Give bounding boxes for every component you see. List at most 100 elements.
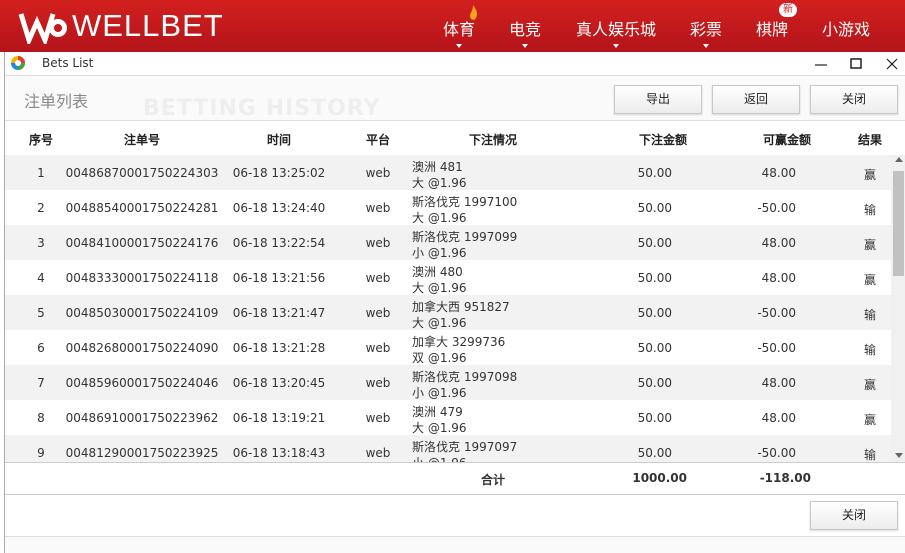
table-cell: web <box>365 411 391 425</box>
header-button[interactable]: 返回 <box>712 85 800 114</box>
table-cell: 2 <box>37 201 45 215</box>
table-cell: 50.00 <box>637 201 672 215</box>
bet-detail: 大 @1.96 <box>412 281 467 295</box>
table-cell: 赢 <box>863 238 877 252</box>
table-cell: 48.00 <box>761 376 796 390</box>
table-cell: 1 <box>37 166 45 180</box>
table-row: 8 00486910001750223962 06-18 13:19:21 web 澳洲… <box>5 400 891 435</box>
table-cell: 50.00 <box>637 236 672 250</box>
table-row: 6 00482680001750224090 06-18 13:21:28 web 加拿… <box>5 330 891 365</box>
table-cell: 输 <box>863 308 877 322</box>
nav-caret <box>703 44 709 48</box>
table-cell: 50.00 <box>637 411 672 425</box>
table-cell: 50.00 <box>637 271 672 285</box>
bet-detail: 澳洲 480 <box>412 265 463 279</box>
table-row: 5 00485030001750224109 06-18 13:21:47 web 加拿… <box>5 295 891 330</box>
table-cell: 7 <box>37 376 45 390</box>
table-cell: 00486910001750223962 <box>65 411 219 425</box>
bet-detail: 加拿大 3299736 <box>412 335 506 349</box>
footer-bar <box>5 536 905 553</box>
total-amount: 1000.00 <box>632 471 687 485</box>
nav-item[interactable]: 棋牌 <box>755 20 789 39</box>
table-cell: web <box>365 201 391 215</box>
nav-item[interactable]: 体育 <box>442 20 476 39</box>
table-cell: 输 <box>863 448 877 462</box>
table-cell: web <box>365 341 391 355</box>
window-controls[interactable] <box>805 56 905 72</box>
table-cell: 9 <box>37 446 45 460</box>
logo-text[interactable]: WELLBET <box>72 8 224 43</box>
table-row: 9 00481290001750223925 06-18 13:18:43 web 斯洛… <box>5 435 891 462</box>
table-cell: 06-18 13:18:43 <box>232 446 326 460</box>
table-row: 7 00485960001750224046 06-18 13:20:45 web 斯洛… <box>5 365 891 400</box>
table-cell: 50.00 <box>637 306 672 320</box>
nav-caret <box>456 44 462 48</box>
table-cell: 赢 <box>863 378 877 392</box>
bet-detail: 斯洛伐克 1997097 <box>412 440 518 454</box>
total-label: 合计 <box>480 473 506 487</box>
table-cell: -50.00 <box>757 341 796 355</box>
nav-caret <box>613 44 619 48</box>
table-cell: 06-18 13:25:02 <box>232 166 326 180</box>
table-cell: 输 <box>863 203 877 217</box>
table-cell: 50.00 <box>637 376 672 390</box>
column-header: 下注金额 <box>638 133 687 147</box>
table-cell: web <box>365 376 391 390</box>
scrollbar[interactable] <box>891 155 905 462</box>
scroll-down[interactable] <box>895 453 903 458</box>
scroll-thumb[interactable] <box>893 171 904 276</box>
table-cell: -50.00 <box>757 446 796 460</box>
bet-detail: 大 @1.96 <box>412 211 467 225</box>
header-button[interactable]: 导出 <box>614 85 702 114</box>
table-cell: 00483330001750224118 <box>65 271 219 285</box>
table-cell: 00484100001750224176 <box>65 236 219 250</box>
nav-item[interactable]: 真人娱乐城 <box>575 20 657 39</box>
table-cell: -50.00 <box>757 306 796 320</box>
watermark: BETTING HISTORY <box>143 96 381 121</box>
bet-detail: 加拿大西 951827 <box>412 300 510 314</box>
column-header: 结果 <box>857 133 883 147</box>
table-cell: -50.00 <box>757 201 796 215</box>
table-cell: 48.00 <box>761 411 796 425</box>
title-bar: Bets List <box>5 52 905 76</box>
scroll-up[interactable] <box>895 157 903 162</box>
nav-item[interactable]: 小游戏 <box>821 20 871 39</box>
table-cell: web <box>365 166 391 180</box>
column-header: 注单号 <box>123 133 161 147</box>
total-win: -118.00 <box>759 471 811 485</box>
footer-button[interactable]: 关闭 <box>810 501 898 530</box>
table-row: 4 00483330001750224118 06-18 13:21:56 web 澳洲… <box>5 260 891 295</box>
bet-detail: 小 @1.96 <box>412 386 467 400</box>
table-row: 1 00486870001750224303 06-18 13:25:02 web 澳洲… <box>5 155 891 190</box>
logo-icon <box>18 13 67 44</box>
table-cell: 48.00 <box>761 236 796 250</box>
new-badge: 新 <box>779 3 797 17</box>
top-nav: WELLBET 新 体育 电竞 真人娱乐城 彩票 棋牌 小游戏 <box>0 0 905 52</box>
bet-detail: 斯洛伐克 1997098 <box>412 370 518 384</box>
table-cell: 输 <box>863 343 877 357</box>
nav-item[interactable]: 彩票 <box>689 20 723 39</box>
table-cell: 8 <box>37 411 45 425</box>
table-cell: 5 <box>37 306 45 320</box>
table-cell: 06-18 13:20:45 <box>232 376 326 390</box>
bet-detail: 斯洛伐克 1997099 <box>412 230 518 244</box>
table-cell: 06-18 13:21:28 <box>232 341 326 355</box>
table-cell: web <box>365 236 391 250</box>
table-cell: 00485960001750224046 <box>65 376 219 390</box>
table-cell: 48.00 <box>761 166 796 180</box>
header-button[interactable]: 关闭 <box>810 85 898 114</box>
bet-detail: 大 @1.96 <box>412 176 467 190</box>
total-row: 合计 1000.00 -118.00 <box>5 462 905 495</box>
nav-caret <box>522 44 528 48</box>
table-cell: 06-18 13:21:47 <box>232 306 326 320</box>
nav-item[interactable]: 电竞 <box>508 20 542 39</box>
table-cell: 48.00 <box>761 271 796 285</box>
column-header: 时间 <box>266 133 292 147</box>
bet-detail: 斯洛伐克 1997100 <box>412 195 518 209</box>
bets-table: 序号 注单号 时间 平台 下注情况 下注金额 可赢金额 结果 1 0048687000175022… <box>5 120 905 553</box>
table-cell: 06-18 13:21:56 <box>232 271 326 285</box>
table-cell: web <box>365 446 391 460</box>
table-cell: 00488540001750224281 <box>65 201 219 215</box>
hot-icon <box>470 5 477 20</box>
